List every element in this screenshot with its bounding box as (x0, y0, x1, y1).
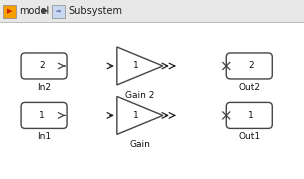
Text: ⇒: ⇒ (56, 8, 61, 13)
FancyBboxPatch shape (21, 53, 67, 79)
Text: 2: 2 (248, 61, 254, 71)
Text: 1: 1 (133, 61, 139, 71)
Text: model: model (19, 6, 49, 16)
Polygon shape (117, 47, 163, 85)
Text: In2: In2 (37, 83, 51, 92)
FancyBboxPatch shape (3, 4, 16, 18)
Text: 2: 2 (39, 61, 45, 71)
Text: 1: 1 (133, 111, 139, 120)
Text: Gain: Gain (130, 140, 150, 149)
FancyBboxPatch shape (226, 102, 272, 128)
Text: Subsystem: Subsystem (68, 6, 122, 16)
FancyBboxPatch shape (226, 53, 272, 79)
Text: 1: 1 (39, 111, 45, 120)
Text: 1: 1 (248, 111, 254, 120)
Text: ▶: ▶ (42, 6, 48, 16)
Text: Out1: Out1 (238, 132, 260, 141)
Text: In1: In1 (37, 132, 51, 141)
Text: Out2: Out2 (238, 83, 260, 92)
Bar (0, 0, 304, 22)
Text: ▶: ▶ (7, 8, 12, 14)
FancyBboxPatch shape (21, 102, 67, 128)
FancyBboxPatch shape (52, 4, 65, 18)
Polygon shape (117, 96, 163, 134)
Text: Gain 2: Gain 2 (125, 91, 154, 100)
